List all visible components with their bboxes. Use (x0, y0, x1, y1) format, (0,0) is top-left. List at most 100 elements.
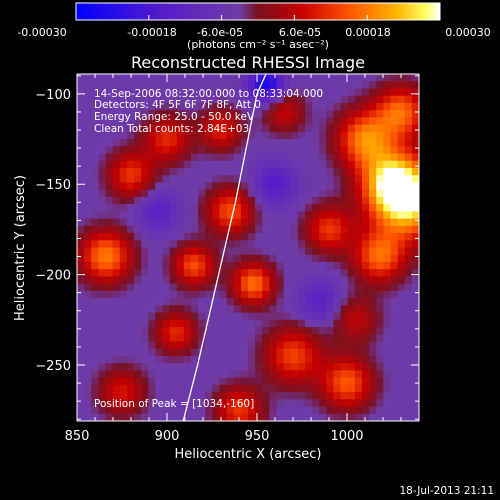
heatmap-cell (240, 233, 249, 241)
heatmap-cell (312, 182, 320, 191)
heatmap-cell (119, 167, 128, 176)
heatmap-cell (183, 110, 192, 118)
heatmap-cell (240, 261, 249, 270)
heatmap-cell (340, 74, 349, 82)
heatmap-cell (162, 283, 171, 292)
heatmap-cell (354, 124, 363, 133)
heatmap-cell (169, 399, 178, 408)
heatmap-cell (141, 392, 149, 400)
heatmap-cell (262, 377, 270, 386)
heatmap-cell (91, 175, 99, 184)
heatmap-cell (262, 139, 270, 147)
heatmap-cell (191, 305, 199, 314)
heatmap-cell (248, 298, 256, 306)
heatmap-cell (383, 254, 392, 263)
heatmap-cell (77, 312, 85, 321)
heatmap-cell (383, 334, 392, 343)
heatmap-cell (126, 269, 135, 278)
heatmap-cell (326, 88, 335, 97)
heatmap-cell (205, 102, 213, 111)
heatmap-cell (141, 146, 149, 155)
heatmap-cell (255, 218, 263, 227)
heatmap-cell (205, 81, 213, 90)
heatmap-cell (376, 81, 384, 90)
heatmap-cell (162, 261, 171, 270)
heatmap-cell (112, 290, 121, 299)
x-tick-label: 950 (245, 429, 270, 444)
heatmap-cell (255, 355, 263, 364)
heatmap-cell (134, 225, 142, 234)
heatmap-cell (155, 298, 164, 306)
heatmap-cell (233, 312, 242, 321)
heatmap-cell (105, 175, 114, 184)
heatmap-cell (212, 139, 221, 147)
heatmap-cell (340, 399, 349, 408)
heatmap-cell (326, 95, 335, 104)
heatmap-cell (283, 413, 292, 421)
heatmap-cell (333, 139, 342, 147)
heatmap-cell (219, 363, 228, 371)
heatmap-cell (390, 399, 399, 408)
heatmap-cell (255, 189, 263, 198)
heatmap-cell (169, 247, 178, 256)
heatmap-cell (283, 218, 292, 227)
heatmap-cell (312, 146, 320, 155)
heatmap-cell (297, 384, 306, 393)
heatmap-cell (212, 341, 221, 350)
heatmap-cell (305, 81, 313, 90)
heatmap-cell (141, 218, 149, 227)
colorbar: -0.00030 -0.00018 -6.0e-05 6.0e-05 0.00018 0.… (17, 2, 491, 51)
heatmap-cell (297, 269, 306, 278)
heatmap-cell (255, 319, 263, 328)
heatmap-cell (134, 88, 142, 97)
colorbar-tick-label: -6.0e-05 (197, 26, 243, 39)
heatmap-cell (319, 139, 327, 147)
heatmap-cell (333, 413, 342, 421)
heatmap-cell (312, 319, 320, 328)
heatmap-cell (183, 153, 192, 162)
heatmap-cell (191, 341, 199, 350)
heatmap-cell (183, 254, 192, 263)
heatmap-cell (354, 153, 363, 162)
heatmap-cell (326, 392, 335, 400)
heatmap-cell (126, 153, 135, 162)
heatmap-cell (283, 334, 292, 343)
heatmap-cell (290, 327, 299, 335)
heatmap-cell (333, 218, 342, 227)
heatmap-cell (198, 392, 206, 400)
heatmap-cell (376, 327, 384, 335)
heatmap-cell (119, 384, 128, 393)
heatmap-cell (319, 254, 327, 263)
heatmap-cell (383, 153, 392, 162)
heatmap-cell (191, 146, 199, 155)
heatmap-cell (105, 355, 114, 364)
heatmap-cell (305, 240, 313, 249)
heatmap-cell (148, 377, 156, 386)
heatmap-cell (411, 276, 419, 285)
heatmap-cell (126, 363, 135, 371)
heatmap-cell (169, 254, 178, 263)
heatmap-cell (77, 392, 85, 400)
heatmap-cell (126, 384, 135, 393)
heatmap-cell (376, 305, 384, 314)
heatmap-cell (219, 225, 228, 234)
heatmap-cell (283, 182, 292, 191)
heatmap-cell (240, 189, 249, 198)
heatmap-cell (262, 211, 270, 220)
heatmap-cell (119, 334, 128, 343)
heatmap-cell (240, 146, 249, 155)
heatmap-cell (319, 261, 327, 270)
heatmap-cell (411, 384, 419, 393)
heatmap-cell (369, 254, 377, 263)
heatmap-cell (119, 355, 128, 364)
heatmap-cell (77, 189, 85, 198)
heatmap-cell (297, 225, 306, 234)
heatmap-cell (404, 88, 413, 97)
heatmap-cell (169, 377, 178, 386)
heatmap-cell (169, 269, 178, 278)
heatmap-cell (91, 110, 99, 118)
heatmap-cell (376, 377, 384, 386)
heatmap-cell (226, 240, 235, 249)
heatmap-cell (240, 124, 249, 133)
heatmap-cell (84, 327, 92, 335)
